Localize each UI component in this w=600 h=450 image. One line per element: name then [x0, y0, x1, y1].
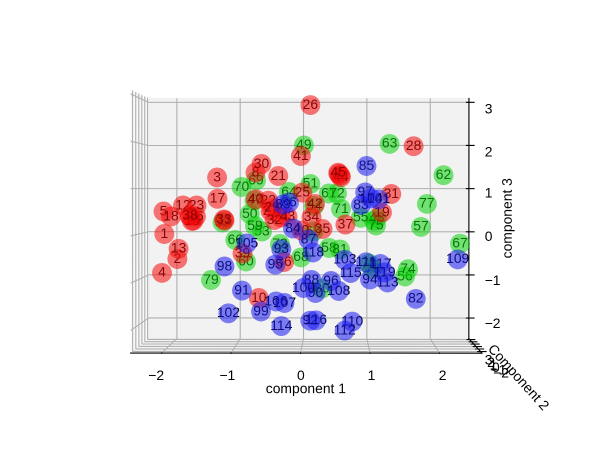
svg-text:−2: −2: [485, 315, 501, 331]
svg-text:2: 2: [487, 354, 495, 370]
svg-text:0: 0: [485, 228, 493, 244]
svg-text:2: 2: [485, 143, 493, 159]
svg-text:−1: −1: [490, 362, 506, 378]
svg-text:0: 0: [492, 359, 500, 375]
svg-text:component 3: component 3: [499, 178, 515, 259]
svg-text:3: 3: [485, 351, 493, 367]
svg-text:1: 1: [485, 185, 493, 201]
svg-text:−2: −2: [493, 364, 509, 380]
svg-text:−1: −1: [485, 272, 501, 288]
svg-text:0: 0: [297, 367, 305, 383]
svg-text:1: 1: [490, 356, 498, 372]
svg-text:−2: −2: [148, 367, 164, 383]
svg-text:−1: −1: [219, 367, 235, 383]
svg-text:1: 1: [368, 367, 376, 383]
svg-text:component 1: component 1: [266, 380, 347, 396]
svg-text:3: 3: [485, 100, 493, 116]
svg-text:2: 2: [439, 367, 447, 383]
